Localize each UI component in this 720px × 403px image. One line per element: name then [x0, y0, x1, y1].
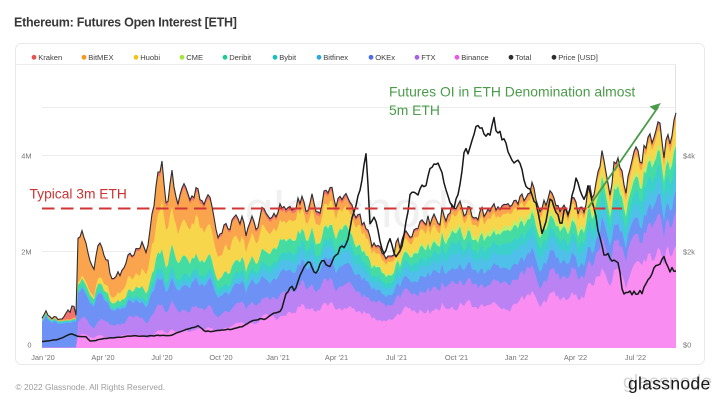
svg-text:Deribit: Deribit [229, 53, 252, 62]
svg-text:Kraken: Kraken [38, 53, 62, 62]
svg-text:Binance: Binance [461, 53, 488, 62]
svg-text:CME: CME [186, 53, 203, 62]
svg-text:Ethereum: Futures Open Interes: Ethereum: Futures Open Interest [ETH] [14, 16, 237, 30]
svg-text:Futures OI in ETH Denomination: Futures OI in ETH Denomination almost [389, 84, 635, 100]
svg-text:Oct '21: Oct '21 [445, 353, 468, 362]
svg-text:Total: Total [515, 53, 531, 62]
svg-text:$0: $0 [683, 341, 691, 350]
svg-text:Oct '20: Oct '20 [209, 353, 232, 362]
svg-text:Apr '22: Apr '22 [564, 353, 587, 362]
svg-text:OKEx: OKEx [375, 53, 395, 62]
svg-text:BitMEX: BitMEX [88, 53, 113, 62]
svg-text:$4k: $4k [683, 152, 695, 161]
svg-text:FTX: FTX [421, 53, 435, 62]
svg-text:$2k: $2k [683, 248, 695, 257]
svg-text:Huobi: Huobi [140, 53, 160, 62]
svg-text:5m ETH: 5m ETH [389, 102, 440, 118]
svg-text:2M: 2M [21, 248, 31, 257]
svg-text:glassnode: glassnode [623, 372, 712, 393]
svg-text:Jul '20: Jul '20 [151, 353, 172, 362]
svg-text:Apr '21: Apr '21 [325, 353, 348, 362]
svg-text:Jan '21: Jan '21 [266, 353, 290, 362]
svg-text:Jul '21: Jul '21 [386, 353, 407, 362]
svg-text:4M: 4M [21, 152, 31, 161]
svg-text:Jan '20: Jan '20 [31, 353, 55, 362]
svg-text:Bitfinex: Bitfinex [323, 53, 348, 62]
svg-text:© 2022 Glassnode. All Rights R: © 2022 Glassnode. All Rights Reserved. [16, 382, 166, 392]
svg-text:Bybit: Bybit [279, 53, 297, 62]
svg-text:Apr '20: Apr '20 [91, 353, 114, 362]
svg-text:Price [USD]: Price [USD] [558, 53, 598, 62]
svg-text:0: 0 [27, 341, 31, 350]
svg-text:Typical 3m ETH: Typical 3m ETH [30, 187, 127, 202]
svg-text:Jul '22: Jul '22 [625, 353, 646, 362]
svg-text:glassnode: glassnode [628, 374, 710, 394]
svg-text:Jan '22: Jan '22 [505, 353, 529, 362]
